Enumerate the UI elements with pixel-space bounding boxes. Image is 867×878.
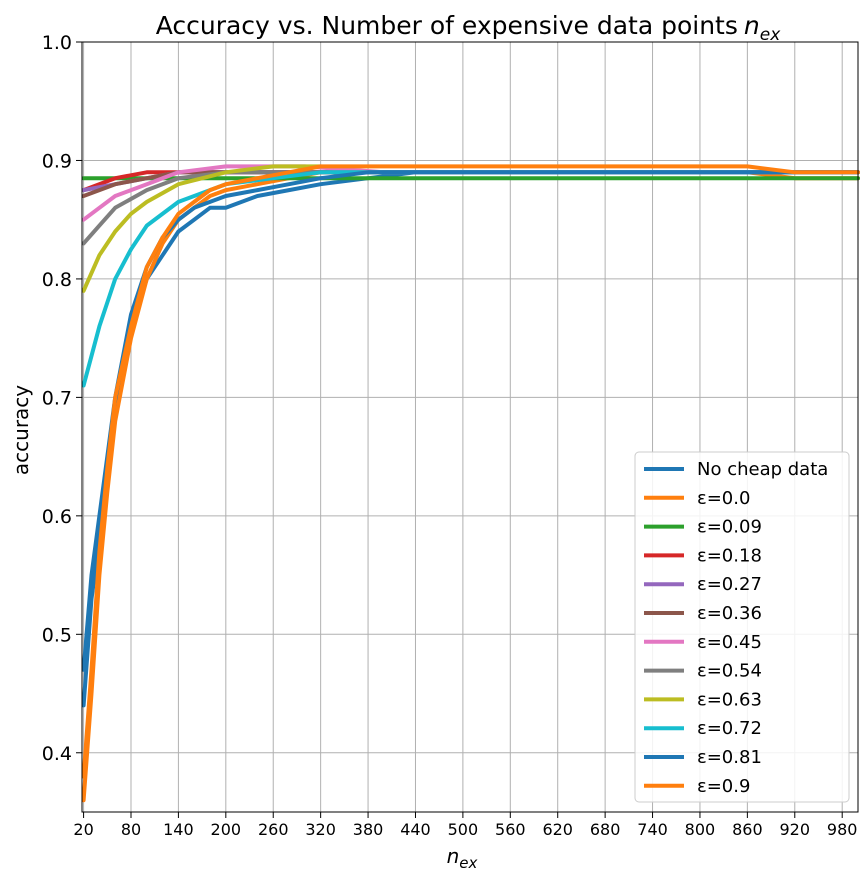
x-tick-label: 140 (163, 820, 194, 839)
y-tick-label: 1.0 (42, 32, 72, 54)
x-tick-label: 560 (495, 820, 526, 839)
plot-frame (81, 41, 859, 813)
series-line-8 (81, 164, 323, 293)
x-axis-label-math: n (447, 844, 460, 868)
x-tick-label: 80 (121, 820, 141, 839)
x-axis-label: nex (447, 844, 478, 872)
y-tick-label: 0.5 (42, 624, 72, 646)
legend-label: ε=0.81 (697, 747, 762, 768)
x-tick-label: 980 (827, 820, 858, 839)
chart-title-math: n (744, 11, 760, 40)
y-ticks: 0.4 0.5 0.6 0.7 0.8 0.9 1.0 (42, 32, 82, 765)
x-tick-label: 500 (448, 820, 479, 839)
y-axis-label: accuracy (9, 385, 33, 475)
x-tick-label: 620 (542, 820, 573, 839)
legend-label: ε=0.54 (697, 661, 762, 682)
y-tick-label: 0.4 (42, 743, 72, 765)
x-axis-label-sub: ex (459, 854, 477, 872)
legend-label: ε=0.9 (697, 776, 750, 797)
x-tick-label: 20 (73, 820, 93, 839)
x-tick-label: 920 (780, 820, 811, 839)
series-line-11 (81, 164, 860, 779)
y-tick-label: 0.9 (42, 150, 72, 172)
legend-label: ε=0.36 (697, 603, 762, 624)
x-tick-label: 260 (258, 820, 289, 839)
legend-label: ε=0.63 (697, 689, 762, 710)
y-tick-label: 0.7 (42, 387, 72, 409)
x-tick-label: 320 (305, 820, 336, 839)
legend-label: ε=0.09 (697, 517, 762, 538)
x-tick-label: 860 (732, 820, 763, 839)
chart-title: Accuracy vs. Number of expensive data po… (156, 11, 782, 45)
x-tick-label: 440 (400, 820, 431, 839)
legend-label: ε=0.0 (697, 488, 750, 509)
x-tick-label: 680 (590, 820, 621, 839)
legend-box (634, 451, 850, 803)
y-tick-label: 0.8 (42, 269, 72, 291)
y-tick-label: 0.6 (42, 506, 72, 528)
legend-label: ε=0.27 (697, 574, 762, 595)
x-tick-label: 740 (637, 820, 668, 839)
series-layer (81, 164, 860, 803)
x-tick-label: 380 (353, 820, 384, 839)
legend-label: ε=0.72 (697, 718, 762, 739)
legend: No cheap data ε=0.0 ε=0.09 ε=0.18 ε=0.27 ε=0.… (634, 451, 850, 803)
x-tick-label: 800 (685, 820, 716, 839)
legend-label: ε=0.18 (697, 545, 762, 566)
chart-title-math-sub: ex (760, 25, 781, 45)
x-ticks: 20 80 140 200 260 320 380 440 500 560 620 680 740 800… (73, 812, 857, 839)
chart-title-text: Accuracy vs. Number of expensive data po… (156, 11, 738, 40)
legend-label: No cheap data (697, 459, 828, 480)
legend-label: ε=0.45 (697, 632, 762, 653)
x-tick-label: 200 (211, 820, 242, 839)
